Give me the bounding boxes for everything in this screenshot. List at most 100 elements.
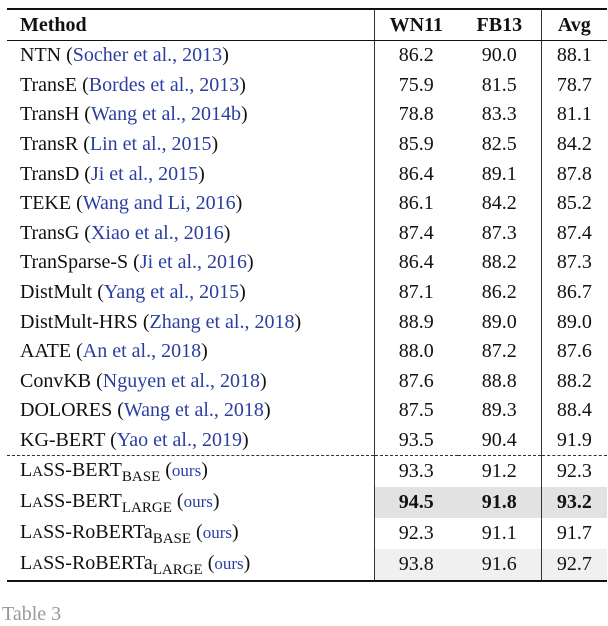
method-name: TransG: [20, 221, 80, 244]
method-cell: LASS-BERTLARGE (ours): [20, 490, 220, 517]
citation-link[interactable]: Yao et al., 2019: [116, 429, 242, 452]
header-row: Method WN11 FB13 Avg: [7, 8, 607, 41]
avg-cell: 89.0: [540, 307, 607, 337]
fb13-cell: 91.8: [457, 487, 542, 519]
method-name: TranSparse-S: [20, 251, 129, 274]
ours-tag: ours: [183, 492, 213, 512]
header-wn11: WN11: [373, 8, 458, 41]
avg-cell: 92.3: [540, 455, 607, 488]
method-cell: TransG (Xiao et al., 2016): [20, 221, 231, 244]
model-size-subscript: BASE: [121, 469, 161, 486]
ours-tag: ours: [214, 554, 244, 574]
method-name: TransD: [20, 162, 80, 185]
fb13-cell: 89.3: [481, 399, 517, 422]
citation-link[interactable]: Yang et al., 2015: [103, 281, 240, 304]
method-cell: DistMult-HRS (Zhang et al., 2018): [20, 310, 302, 333]
citation-link[interactable]: Wang et al., 2014b: [90, 103, 241, 126]
citation-link[interactable]: Wang et al., 2018: [123, 399, 264, 422]
method-cell: TEKE (Wang and Li, 2016): [20, 192, 243, 215]
avg-cell: 92.7: [540, 549, 607, 583]
avg-cell: 87.8: [540, 159, 607, 189]
table-row: ConvKB (Nguyen et al., 2018) 87.6 88.8 8…: [7, 366, 607, 397]
wn11-cell: 86.4: [373, 248, 458, 278]
method-name: ConvKB: [20, 369, 92, 392]
table-row: NTN (Socher et al., 2013) 86.2 90.0 88.1: [7, 40, 607, 71]
citation-link[interactable]: Ji et al., 2015: [90, 162, 199, 185]
method-cell: LASS-RoBERTaBASE (ours): [20, 521, 239, 548]
method-cell: TransE (Bordes et al., 2013): [20, 73, 246, 96]
fb13-cell: 90.0: [481, 44, 517, 67]
wn11-cell: 87.6: [373, 366, 458, 397]
method-cell: TransH (Wang et al., 2014b): [20, 103, 248, 126]
method-name: SS-RoBERTa: [43, 521, 153, 544]
fb13-cell: 83.3: [481, 103, 517, 126]
fb13-cell: 89.0: [481, 310, 517, 333]
model-size-subscript: BASE: [152, 531, 192, 548]
method-name: NTN: [20, 44, 62, 67]
table-row: TransH (Wang et al., 2014b) 78.8 83.3 81…: [7, 100, 607, 130]
ours-tag: ours: [171, 461, 202, 481]
table-row: DistMult-HRS (Zhang et al., 2018) 88.9 8…: [7, 307, 607, 337]
results-table: Method WN11 FB13 Avg NTN (Socher et al.,…: [7, 8, 607, 583]
fb13-cell: 86.2: [481, 281, 517, 304]
table-row: DistMult (Yang et al., 2015) 87.1 86.2 8…: [7, 277, 607, 308]
table-row: TransE (Bordes et al., 2013) 75.9 81.5 7…: [7, 70, 607, 101]
citation-link[interactable]: Xiao et al., 2016: [90, 221, 224, 244]
fb13-cell: 88.2: [481, 251, 517, 274]
avg-cell: 87.3: [540, 248, 607, 278]
wn11-cell: 86.1: [373, 188, 458, 219]
method-cell: KG-BERT (Yao et al., 2019): [20, 429, 249, 452]
model-size-subscript: LARGE: [121, 500, 172, 517]
avg-cell: 81.1: [540, 100, 607, 130]
avg-cell: 88.1: [540, 40, 607, 71]
citation-link[interactable]: Nguyen et al., 2018: [102, 369, 260, 392]
wn11-cell: 88.9: [373, 307, 458, 337]
citation-link[interactable]: An et al., 2018: [82, 340, 202, 363]
wn11-cell: 88.0: [373, 336, 458, 367]
wn11-cell: 87.1: [373, 277, 458, 308]
fb13-cell: 87.3: [481, 221, 517, 244]
table-row: AATE (An et al., 2018) 88.0 87.2 87.6: [7, 336, 607, 367]
avg-cell: 88.4: [540, 396, 607, 426]
citation-link[interactable]: Socher et al., 2013: [72, 44, 223, 67]
wn11-cell: 75.9: [373, 70, 458, 101]
fb13-cell: 89.1: [481, 162, 517, 185]
method-name-initial: L: [20, 459, 33, 482]
method-cell: TransD (Ji et al., 2015): [20, 162, 205, 185]
wn11-cell: 93.5: [373, 425, 458, 456]
fb13-cell: 81.5: [481, 73, 517, 96]
model-size-subscript: LARGE: [152, 562, 203, 579]
citation-link[interactable]: Lin et al., 2015: [89, 133, 212, 156]
wn11-cell: 87.4: [373, 218, 458, 249]
table-row-ours: LASS-RoBERTaBASE (ours) 92.3 91.1 91.7: [7, 518, 607, 550]
wn11-cell: 78.8: [373, 100, 458, 130]
fb13-cell: 87.2: [481, 340, 517, 363]
method-name-smallcap: A: [32, 495, 44, 512]
method-name: SS-BERT: [43, 459, 122, 482]
method-cell: LASS-RoBERTaLARGE (ours): [7, 549, 375, 583]
fb13-cell: 90.4: [481, 429, 517, 452]
method-cell: LASS-BERTBASE (ours): [7, 455, 375, 488]
header-method: Method: [7, 8, 375, 41]
avg-cell: 85.2: [540, 188, 607, 219]
wn11-cell: 87.5: [373, 396, 458, 426]
avg-cell: 84.2: [540, 129, 607, 160]
method-cell: TransR (Lin et al., 2015): [20, 133, 219, 156]
method-name-initial: L: [20, 521, 33, 544]
method-name-smallcap: A: [32, 557, 44, 574]
method-name: TransR: [20, 133, 79, 156]
wn11-cell: 85.9: [373, 129, 458, 160]
citation-link[interactable]: Wang and Li, 2016: [82, 192, 236, 215]
citation-link[interactable]: Ji et al., 2016: [139, 251, 248, 274]
method-name: SS-BERT: [43, 490, 122, 513]
citation-link[interactable]: Zhang et al., 2018: [149, 310, 295, 333]
method-name-initial: L: [20, 552, 33, 575]
method-name-initial: L: [20, 490, 33, 513]
avg-cell: 87.4: [540, 218, 607, 249]
method-name: TransH: [20, 103, 80, 126]
fb13-cell: 82.5: [481, 133, 517, 156]
citation-link[interactable]: Bordes et al., 2013: [88, 73, 240, 96]
method-name: SS-RoBERTa: [43, 552, 153, 575]
avg-cell: 88.2: [540, 366, 607, 397]
avg-cell: 91.9: [540, 425, 607, 456]
